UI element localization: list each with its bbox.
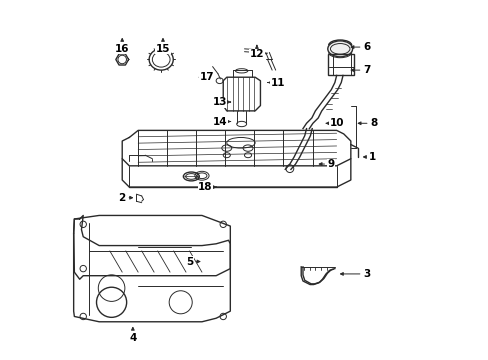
Text: 14: 14	[212, 117, 230, 126]
Text: 11: 11	[267, 77, 285, 87]
Text: 12: 12	[249, 45, 264, 59]
Text: 2: 2	[119, 193, 132, 203]
Text: 7: 7	[350, 65, 370, 75]
Text: 9: 9	[319, 159, 334, 169]
Text: 13: 13	[212, 97, 230, 107]
Text: 16: 16	[115, 39, 129, 54]
Text: 18: 18	[198, 182, 216, 192]
Text: 17: 17	[199, 72, 214, 82]
Ellipse shape	[327, 41, 352, 57]
Text: 6: 6	[350, 42, 369, 52]
Text: 4: 4	[129, 327, 136, 343]
Text: 5: 5	[185, 257, 200, 266]
Text: 3: 3	[340, 269, 369, 279]
Text: 15: 15	[155, 39, 170, 54]
Text: 8: 8	[358, 118, 377, 128]
Bar	[327, 54, 354, 76]
Text: 1: 1	[363, 152, 375, 162]
Text: 10: 10	[325, 118, 343, 128]
